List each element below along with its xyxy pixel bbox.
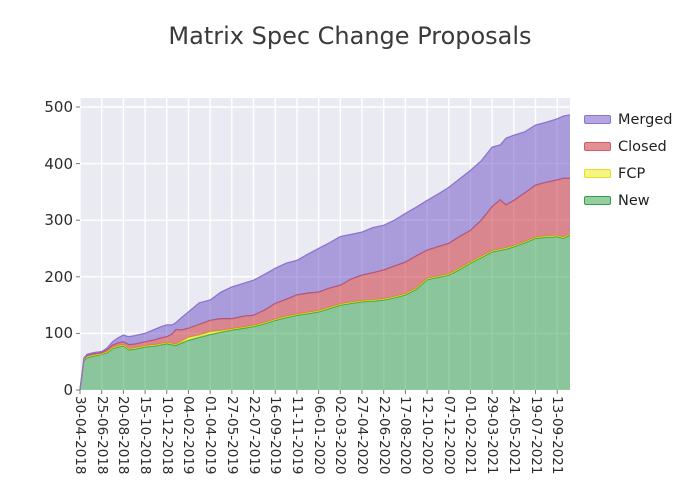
x-tick-label: 02-03-2020: [332, 396, 349, 475]
x-tick-label: 20-08-2018: [115, 396, 132, 475]
legend-item-closed: Closed: [584, 133, 672, 160]
x-tick-label: 25-06-2018: [93, 396, 110, 475]
x-tick-label: 27-04-2020: [353, 396, 370, 475]
area-merged: [80, 114, 570, 391]
legend-label-fcp: FCP: [618, 165, 646, 182]
x-tick-label: 12-10-2020: [419, 396, 436, 475]
legend: Merged Closed FCP New: [584, 106, 672, 214]
y-tick-label: 100: [44, 324, 73, 343]
x-tick-label: 30-04-2018: [72, 396, 88, 475]
y-tick-label: 200: [44, 267, 73, 286]
x-tick-label: 15-10-2018: [137, 396, 154, 475]
y-tick-label: 0: [63, 381, 73, 399]
x-tick-label: 22-06-2020: [375, 396, 392, 475]
x-tick-label: 24-05-2021: [505, 396, 522, 475]
legend-label-merged: Merged: [618, 111, 673, 128]
x-tick-label: 19-07-2021: [527, 396, 544, 475]
legend-swatch-fcp-icon: [584, 169, 611, 178]
x-tick-label: 27-05-2019: [223, 396, 240, 475]
area-new: [80, 234, 570, 390]
x-tick-label: 22-07-2019: [245, 396, 262, 475]
legend-label-closed: Closed: [618, 138, 667, 155]
chart-title: Matrix Spec Change Proposals: [168, 22, 532, 50]
x-tick-label: 17-08-2020: [397, 396, 414, 475]
legend-item-new: New: [584, 187, 672, 214]
area-line-fcp: [79, 233, 571, 391]
x-tick-label: 01-04-2019: [202, 396, 219, 475]
x-tick-label: 07-12-2020: [440, 396, 457, 475]
x-tick-label: 13-09-2021: [549, 396, 566, 475]
legend-swatch-new-icon: [584, 196, 611, 205]
legend-swatch-merged-icon: [584, 115, 611, 124]
area-closed: [80, 178, 570, 390]
legend-item-fcp: FCP: [584, 160, 672, 187]
x-tick-label: 11-11-2019: [288, 396, 305, 475]
x-tick-label: 29-03-2021: [484, 396, 501, 475]
x-tick-label: 10-12-2018: [158, 396, 175, 475]
y-tick-label: 500: [44, 98, 73, 116]
x-tick-label: 04-02-2019: [180, 396, 197, 475]
legend-item-merged: Merged: [584, 106, 672, 133]
y-tick-label: 400: [44, 154, 73, 173]
legend-swatch-closed-icon: [584, 142, 611, 151]
x-tick-label: 06-01-2020: [310, 396, 327, 475]
x-tick-label: 01-02-2021: [462, 396, 479, 475]
x-tick-label: 16-09-2019: [267, 396, 284, 475]
legend-label-new: New: [618, 192, 650, 209]
y-tick-label: 300: [44, 211, 73, 230]
area-line-merged: [79, 114, 571, 391]
